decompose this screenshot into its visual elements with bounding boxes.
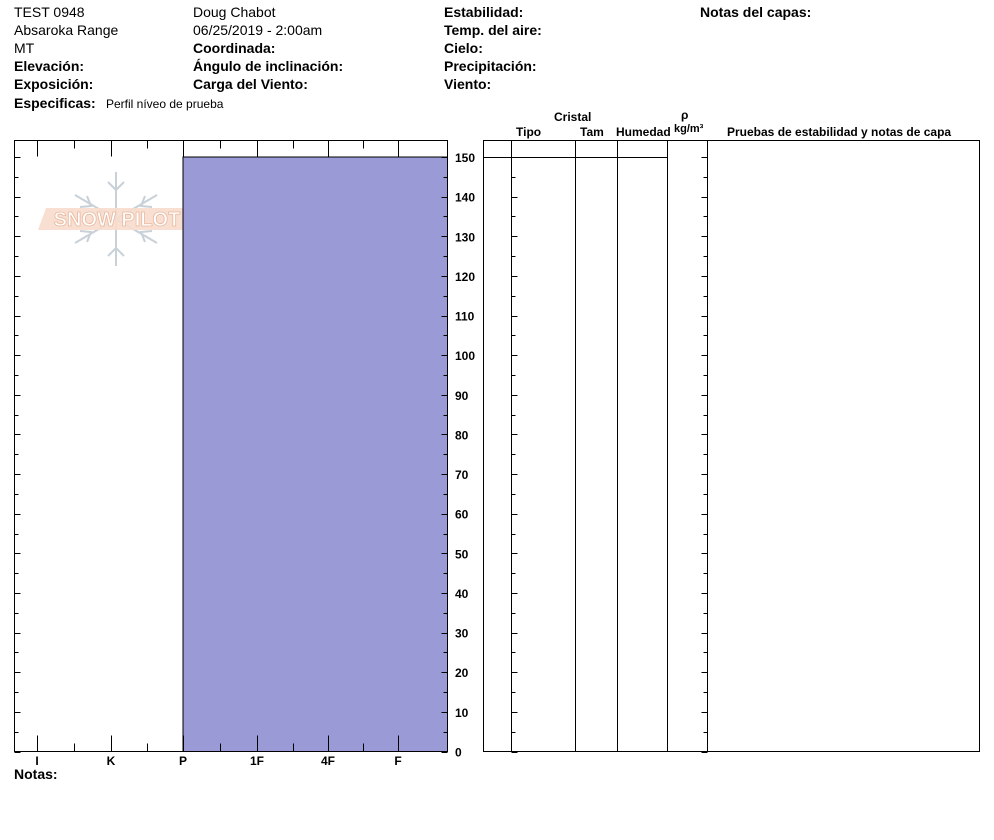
y-tick-label-70: 70	[455, 468, 469, 482]
layer-notes-label: Notas del capas:	[700, 4, 812, 20]
notes-label: Notas:	[14, 766, 58, 782]
observation-datetime: 06/25/2019 - 2:00am	[193, 22, 323, 38]
layer-table	[483, 140, 980, 752]
snowpilot-logo: SNOW PILOT	[38, 172, 194, 266]
plot-frame	[14, 140, 448, 752]
y-tick-label-110: 110	[455, 310, 475, 324]
wind-label: Viento:	[444, 76, 492, 92]
y-tick-label-150: 150	[455, 151, 475, 165]
hardness-label-1F: 1F	[250, 754, 264, 768]
wind-load-label: Carga del Viento:	[193, 76, 308, 92]
y-tick-label-50: 50	[455, 547, 469, 561]
slope-label: Ángulo de inclinación:	[193, 58, 344, 74]
y-tick-label-130: 130	[455, 230, 475, 244]
hardness-label-K: K	[107, 754, 116, 768]
type-header: Tipo	[516, 125, 542, 139]
y-tick-label-40: 40	[455, 587, 469, 601]
specifics-label: Especificas:	[14, 95, 96, 111]
precip-label: Precipitación:	[444, 58, 537, 74]
size-header: Tam	[580, 125, 604, 139]
exposure-label: Exposición:	[14, 76, 94, 92]
y-tick-label-0: 0	[455, 746, 462, 760]
hardness-label-4F: 4F	[321, 754, 335, 768]
coordinate-label: Coordinada:	[193, 40, 276, 56]
y-tick-label-140: 140	[455, 191, 475, 205]
y-tick-label-30: 30	[455, 627, 469, 641]
y-tick-label-90: 90	[455, 389, 469, 403]
hardness-label-I: I	[35, 754, 38, 768]
y-tick-label-20: 20	[455, 666, 469, 680]
air-temp-label: Temp. del aire:	[444, 22, 542, 38]
crystal-header: Cristal	[554, 110, 592, 124]
y-tick-label-10: 10	[455, 706, 469, 720]
y-tick-label-100: 100	[455, 349, 475, 363]
y-tick-label-60: 60	[455, 508, 469, 522]
state-name: MT	[14, 40, 35, 56]
stability-label: Estabilidad:	[444, 4, 524, 20]
logo-banner	[38, 208, 194, 230]
stability-notes-header: Pruebas de estabilidad y notas de capa	[727, 125, 952, 139]
table-frame	[483, 140, 980, 752]
hardness-label-F: F	[394, 754, 401, 768]
site-name: TEST 0948	[14, 4, 85, 20]
logo-text: SNOW PILOT	[54, 209, 181, 231]
rho-header: ρ	[681, 108, 689, 122]
observer-name: Doug Chabot	[193, 4, 276, 20]
range-name: Absaroka Range	[14, 22, 119, 38]
specifics-value: Perfil níveo de prueba	[106, 97, 224, 111]
hardness-layer-0	[182, 156, 448, 752]
hardness-label-P: P	[179, 754, 187, 768]
hardness-plot: 0 10 20 30 40 50 60 70 80 90 100 110 120 130 140 150 I K P…	[14, 140, 668, 768]
table-ticks	[511, 157, 708, 753]
elevation-label: Elevación:	[14, 58, 85, 74]
y-tick-label-120: 120	[455, 270, 475, 284]
y-tick-label-80: 80	[455, 428, 469, 442]
density-unit-header: kg/m³	[674, 123, 704, 135]
moisture-header: Humedad	[616, 125, 671, 139]
sky-label: Cielo:	[444, 40, 483, 56]
